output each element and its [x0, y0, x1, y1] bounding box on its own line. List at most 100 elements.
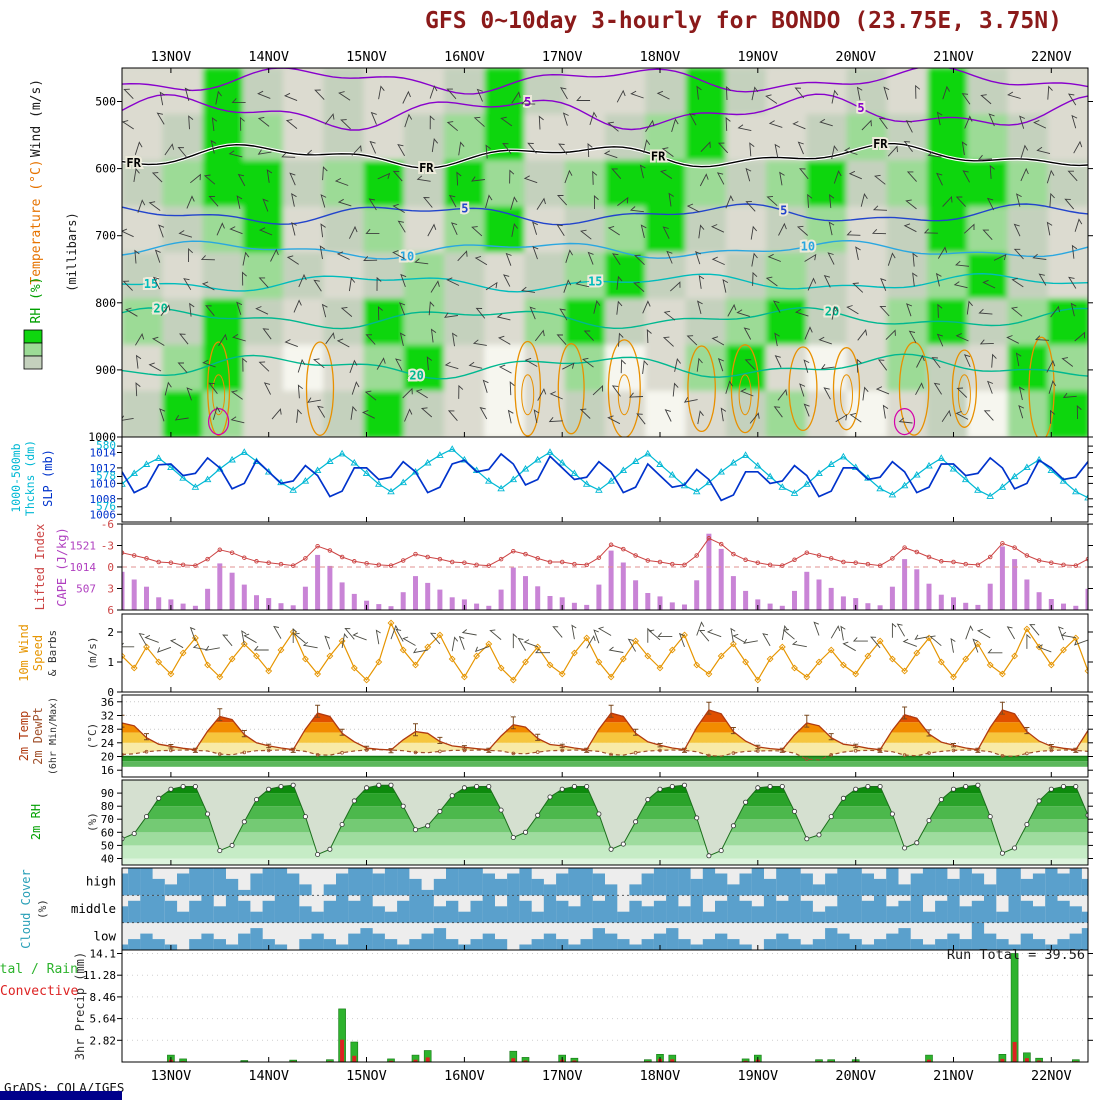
svg-text:FR: FR — [873, 137, 888, 151]
svg-text:-6: -6 — [101, 518, 114, 531]
svg-text:80: 80 — [101, 800, 114, 813]
svg-text:(%): (%) — [36, 899, 49, 919]
svg-text:2m DewPt: 2m DewPt — [31, 707, 45, 765]
svg-text:20: 20 — [153, 301, 167, 315]
svg-text:1010: 1010 — [90, 477, 117, 490]
svg-text:13NOV: 13NOV — [151, 1068, 192, 1084]
svg-text:18NOV: 18NOV — [640, 49, 681, 65]
svg-text:20: 20 — [825, 305, 839, 319]
svg-text:Lifted Index: Lifted Index — [33, 524, 47, 611]
precip-total-rain-label: Total / Rain — [0, 962, 78, 977]
precip-convective-label: Convective — [0, 984, 79, 999]
svg-text:580: 580 — [96, 439, 116, 452]
svg-text:14.1: 14.1 — [90, 948, 117, 961]
svg-text:8.46: 8.46 — [90, 991, 117, 1004]
svg-text:(m/s): (m/s) — [86, 636, 99, 669]
svg-text:19NOV: 19NOV — [737, 49, 778, 65]
svg-text:(millibars): (millibars) — [65, 212, 79, 291]
svg-text:FR: FR — [651, 149, 666, 163]
svg-text:20: 20 — [101, 751, 114, 764]
svg-text:11.28: 11.28 — [83, 969, 116, 982]
svg-text:CAPE (J/kg): CAPE (J/kg) — [55, 527, 69, 606]
svg-text:Thckns (dm): Thckns (dm) — [23, 440, 37, 516]
svg-text:60: 60 — [101, 826, 114, 839]
bottom-blue-bar — [0, 1091, 122, 1100]
svg-text:21NOV: 21NOV — [933, 1068, 974, 1084]
svg-text:17NOV: 17NOV — [542, 49, 583, 65]
svg-text:3hr Precip (mm): 3hr Precip (mm) — [73, 952, 87, 1060]
svg-text:1521: 1521 — [70, 540, 97, 553]
svg-text:low: low — [93, 928, 116, 943]
svg-text:90: 90 — [101, 787, 114, 800]
svg-text:10: 10 — [801, 239, 815, 253]
svg-text:0: 0 — [107, 686, 114, 699]
svg-text:5: 5 — [524, 95, 531, 109]
svg-text:2: 2 — [107, 626, 114, 639]
svg-text:700: 700 — [95, 229, 116, 243]
svg-text:1000-500mb: 1000-500mb — [9, 443, 23, 512]
svg-text:24: 24 — [101, 737, 115, 750]
svg-text:1: 1 — [107, 656, 114, 669]
svg-text:2m RH: 2m RH — [29, 804, 43, 840]
svg-text:20: 20 — [409, 369, 423, 383]
svg-text:FR: FR — [126, 156, 141, 170]
svg-text:FR: FR — [419, 161, 434, 175]
svg-text:high: high — [86, 874, 116, 889]
svg-text:10: 10 — [400, 249, 414, 263]
svg-text:middle: middle — [71, 901, 116, 916]
svg-text:578: 578 — [96, 470, 116, 483]
page-title: GFS 0~10day 3-hourly for BONDO (23.75E, … — [425, 8, 1062, 34]
svg-text:5: 5 — [857, 101, 864, 115]
svg-text:15: 15 — [588, 275, 602, 289]
svg-text:16: 16 — [101, 764, 114, 777]
svg-text:RH (%): RH (%) — [29, 277, 44, 324]
svg-text:36: 36 — [101, 696, 114, 709]
svg-text:22NOV: 22NOV — [1031, 1068, 1072, 1084]
svg-text:900: 900 — [95, 363, 116, 377]
run-total-label: Run Total = 39.56 — [946, 947, 1085, 963]
svg-text:22NOV: 22NOV — [1031, 49, 1072, 65]
svg-text:6: 6 — [107, 604, 114, 617]
svg-text:(6hr Min/Max): (6hr Min/Max) — [48, 697, 59, 775]
svg-text:& Barbs: & Barbs — [46, 630, 59, 676]
svg-text:1014: 1014 — [70, 561, 97, 574]
svg-text:5: 5 — [461, 202, 468, 216]
svg-text:16NOV: 16NOV — [444, 49, 485, 65]
svg-text:70: 70 — [101, 813, 114, 826]
svg-text:40: 40 — [101, 853, 114, 866]
svg-text:1006: 1006 — [90, 508, 117, 521]
svg-text:Wind (m/s): Wind (m/s) — [29, 79, 44, 157]
svg-text:21NOV: 21NOV — [933, 49, 974, 65]
svg-text:10m Wind: 10m Wind — [17, 624, 31, 682]
svg-text:15NOV: 15NOV — [346, 1068, 387, 1084]
svg-text:Temperature (°C): Temperature (°C) — [29, 159, 44, 284]
svg-text:-3: -3 — [101, 540, 114, 553]
svg-text:18NOV: 18NOV — [640, 1068, 681, 1084]
svg-text:14NOV: 14NOV — [248, 49, 289, 65]
svg-text:Speed: Speed — [31, 635, 45, 671]
svg-text:576: 576 — [96, 500, 116, 513]
svg-text:500: 500 — [95, 95, 116, 109]
svg-text:1014: 1014 — [90, 447, 117, 460]
svg-text:(%): (%) — [86, 812, 99, 832]
svg-text:2.82: 2.82 — [90, 1034, 117, 1047]
svg-text:5: 5 — [780, 204, 787, 218]
svg-text:13NOV: 13NOV — [151, 49, 192, 65]
svg-text:19NOV: 19NOV — [737, 1068, 778, 1084]
svg-text:5.64: 5.64 — [90, 1013, 117, 1026]
svg-text:15NOV: 15NOV — [346, 49, 387, 65]
svg-text:(°C): (°C) — [86, 723, 99, 750]
svg-text:1008: 1008 — [90, 493, 117, 506]
svg-text:1012: 1012 — [90, 462, 117, 475]
svg-text:2m Temp: 2m Temp — [17, 711, 31, 762]
svg-text:14NOV: 14NOV — [248, 1068, 289, 1084]
svg-text:3: 3 — [107, 583, 114, 596]
svg-text:28: 28 — [101, 723, 114, 736]
svg-text:507: 507 — [76, 583, 96, 596]
svg-text:16NOV: 16NOV — [444, 1068, 485, 1084]
svg-text:600: 600 — [95, 162, 116, 176]
svg-text:20NOV: 20NOV — [835, 1068, 876, 1084]
svg-text:15: 15 — [144, 277, 158, 291]
